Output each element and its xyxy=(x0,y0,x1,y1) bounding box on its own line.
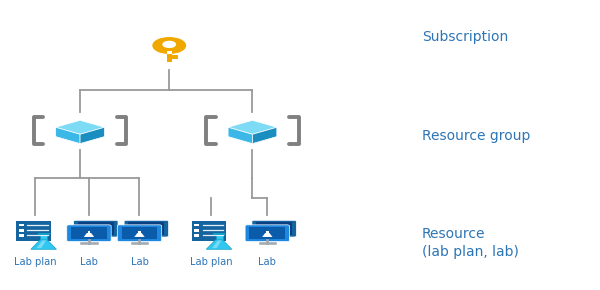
FancyBboxPatch shape xyxy=(117,225,162,242)
Polygon shape xyxy=(31,240,56,249)
FancyBboxPatch shape xyxy=(78,222,114,235)
FancyBboxPatch shape xyxy=(167,51,172,55)
Text: Lab plan: Lab plan xyxy=(14,257,57,267)
FancyBboxPatch shape xyxy=(172,57,178,59)
Text: Lab plan: Lab plan xyxy=(190,257,232,267)
FancyBboxPatch shape xyxy=(273,226,275,229)
Polygon shape xyxy=(37,240,46,248)
Text: Resource
(lab plan, lab): Resource (lab plan, lab) xyxy=(422,227,519,259)
FancyBboxPatch shape xyxy=(95,226,97,229)
FancyBboxPatch shape xyxy=(74,220,118,237)
FancyBboxPatch shape xyxy=(250,226,285,240)
Polygon shape xyxy=(134,233,145,237)
FancyBboxPatch shape xyxy=(191,221,226,241)
Text: Resource group: Resource group xyxy=(422,129,530,144)
FancyBboxPatch shape xyxy=(256,222,292,235)
Polygon shape xyxy=(84,233,94,237)
Polygon shape xyxy=(141,229,152,232)
FancyBboxPatch shape xyxy=(124,220,169,237)
Text: Lab: Lab xyxy=(259,257,276,267)
Polygon shape xyxy=(56,127,80,144)
FancyBboxPatch shape xyxy=(266,231,269,233)
FancyBboxPatch shape xyxy=(194,229,199,231)
FancyBboxPatch shape xyxy=(245,225,290,242)
Polygon shape xyxy=(253,127,277,144)
Text: Subscription: Subscription xyxy=(422,30,508,44)
FancyBboxPatch shape xyxy=(16,221,50,241)
Circle shape xyxy=(153,38,185,53)
Text: Lab: Lab xyxy=(80,257,98,267)
FancyBboxPatch shape xyxy=(71,226,107,240)
FancyBboxPatch shape xyxy=(40,234,47,240)
FancyBboxPatch shape xyxy=(194,224,199,226)
Polygon shape xyxy=(206,240,232,249)
FancyBboxPatch shape xyxy=(67,225,111,242)
Polygon shape xyxy=(228,127,253,144)
FancyBboxPatch shape xyxy=(252,220,296,237)
FancyBboxPatch shape xyxy=(172,55,178,57)
Polygon shape xyxy=(262,233,272,237)
Text: Lab: Lab xyxy=(131,257,148,267)
Polygon shape xyxy=(80,127,104,144)
Circle shape xyxy=(163,41,175,47)
FancyBboxPatch shape xyxy=(122,226,157,240)
Polygon shape xyxy=(56,120,104,134)
FancyBboxPatch shape xyxy=(19,229,23,231)
FancyBboxPatch shape xyxy=(128,222,164,235)
Polygon shape xyxy=(269,229,280,232)
Polygon shape xyxy=(212,240,221,248)
FancyBboxPatch shape xyxy=(88,231,90,233)
FancyBboxPatch shape xyxy=(167,52,172,62)
FancyBboxPatch shape xyxy=(194,234,199,237)
FancyBboxPatch shape xyxy=(215,234,223,240)
FancyBboxPatch shape xyxy=(19,234,23,237)
FancyBboxPatch shape xyxy=(138,231,141,233)
Polygon shape xyxy=(228,120,277,134)
Polygon shape xyxy=(91,229,101,232)
FancyBboxPatch shape xyxy=(145,226,148,229)
FancyBboxPatch shape xyxy=(19,224,23,226)
